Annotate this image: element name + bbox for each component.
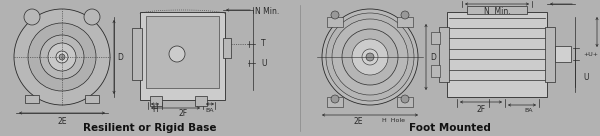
Circle shape xyxy=(59,54,65,60)
Text: N Min.: N Min. xyxy=(255,7,279,16)
Text: U: U xyxy=(261,58,266,67)
Bar xyxy=(132,28,142,80)
Bar xyxy=(397,17,413,27)
Bar xyxy=(431,65,440,77)
Circle shape xyxy=(352,39,388,75)
Circle shape xyxy=(24,9,40,25)
Bar xyxy=(25,95,39,103)
Text: N  Min.: N Min. xyxy=(484,7,511,16)
Bar xyxy=(545,27,555,82)
Text: Resilient or Rigid Base: Resilient or Rigid Base xyxy=(83,123,217,133)
Bar xyxy=(467,6,527,14)
Circle shape xyxy=(401,11,409,19)
Text: T: T xyxy=(261,39,266,49)
Bar xyxy=(397,97,413,107)
Bar xyxy=(146,16,219,88)
Circle shape xyxy=(322,9,418,105)
Text: D: D xyxy=(117,52,123,61)
Bar xyxy=(223,38,231,58)
Bar xyxy=(85,95,99,103)
Bar xyxy=(431,32,440,44)
Text: 2F: 2F xyxy=(476,104,485,114)
Circle shape xyxy=(362,49,378,65)
Bar xyxy=(140,12,225,100)
Circle shape xyxy=(366,53,374,61)
Circle shape xyxy=(169,46,185,62)
Bar xyxy=(327,97,343,107)
Bar xyxy=(447,12,547,97)
Circle shape xyxy=(14,9,110,105)
Circle shape xyxy=(332,19,408,95)
Bar xyxy=(150,96,162,106)
Text: +U+: +U+ xyxy=(583,52,598,56)
Bar xyxy=(327,17,343,27)
Text: Foot Mounted: Foot Mounted xyxy=(409,123,491,133)
Text: 2E: 2E xyxy=(353,118,363,126)
Circle shape xyxy=(326,13,414,101)
Circle shape xyxy=(401,95,409,103)
Circle shape xyxy=(40,35,84,79)
Bar xyxy=(439,27,449,82)
Circle shape xyxy=(331,11,339,19)
Text: 2E: 2E xyxy=(57,117,67,126)
Text: D: D xyxy=(430,52,436,61)
Circle shape xyxy=(48,43,76,71)
Bar xyxy=(195,96,207,106)
Text: Key: Key xyxy=(599,21,600,27)
Text: H: H xyxy=(152,106,158,115)
Circle shape xyxy=(56,51,68,63)
Text: H  Hole: H Hole xyxy=(382,118,405,123)
Text: 2F: 2F xyxy=(178,109,188,118)
Circle shape xyxy=(84,9,100,25)
Circle shape xyxy=(331,95,339,103)
Text: U: U xyxy=(583,72,589,81)
Circle shape xyxy=(342,29,398,85)
Text: BA: BA xyxy=(206,107,214,112)
Circle shape xyxy=(28,23,96,91)
Text: BA: BA xyxy=(525,107,533,112)
Bar xyxy=(555,46,571,62)
Text: Length: Length xyxy=(599,27,600,33)
